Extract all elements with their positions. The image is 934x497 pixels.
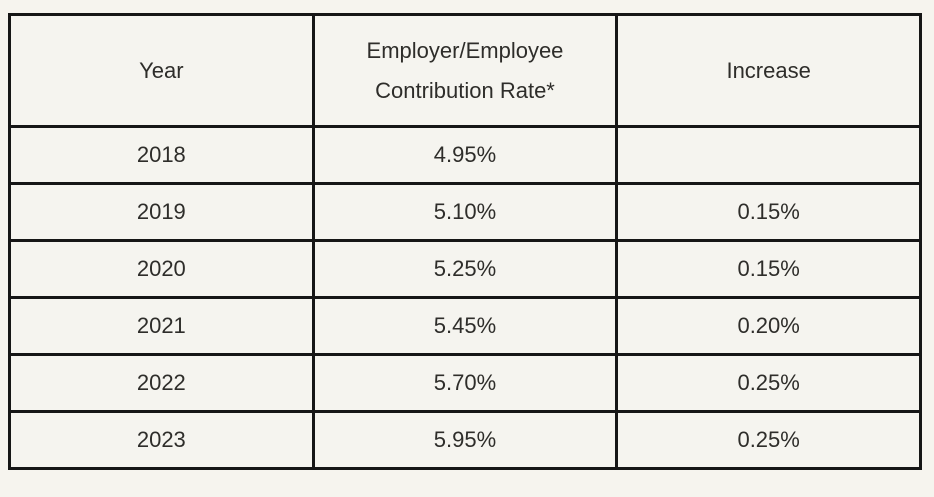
cell-increase: 0.25% <box>615 353 922 413</box>
table-row-2021: 2021 5.45% 0.20% <box>8 296 922 356</box>
cell-increase: 0.25% <box>615 410 922 470</box>
cell-rate: 5.25% <box>311 239 619 299</box>
cell-year: 2023 <box>8 410 315 470</box>
cell-rate: 5.45% <box>311 296 619 356</box>
cell-increase: 0.15% <box>615 239 922 299</box>
table-row-2020: 2020 5.25% 0.15% <box>8 239 922 299</box>
column-header-increase: Increase <box>615 13 922 128</box>
table-row-2018: 2018 4.95% <box>8 125 922 185</box>
table-row-2022: 2022 5.70% 0.25% <box>8 353 922 413</box>
cell-year: 2022 <box>8 353 315 413</box>
cell-rate: 4.95% <box>311 125 619 185</box>
cell-year: 2019 <box>8 182 315 242</box>
cell-rate: 5.10% <box>311 182 619 242</box>
cell-increase: 0.15% <box>615 182 922 242</box>
contribution-rate-table: Year Employer/Employee Contribution Rate… <box>8 13 922 470</box>
table-container: Year Employer/Employee Contribution Rate… <box>8 13 922 470</box>
cell-year: 2021 <box>8 296 315 356</box>
table-header-row: Year Employer/Employee Contribution Rate… <box>8 13 922 128</box>
cell-rate: 5.70% <box>311 353 619 413</box>
column-header-contribution-rate: Employer/Employee Contribution Rate* <box>311 13 619 128</box>
column-header-year: Year <box>8 13 315 128</box>
cell-year: 2020 <box>8 239 315 299</box>
table-row-2023: 2023 5.95% 0.25% <box>8 410 922 470</box>
cell-rate: 5.95% <box>311 410 619 470</box>
cell-increase: 0.20% <box>615 296 922 356</box>
table-row-2019: 2019 5.10% 0.15% <box>8 182 922 242</box>
cell-increase <box>615 125 922 185</box>
cell-year: 2018 <box>8 125 315 185</box>
